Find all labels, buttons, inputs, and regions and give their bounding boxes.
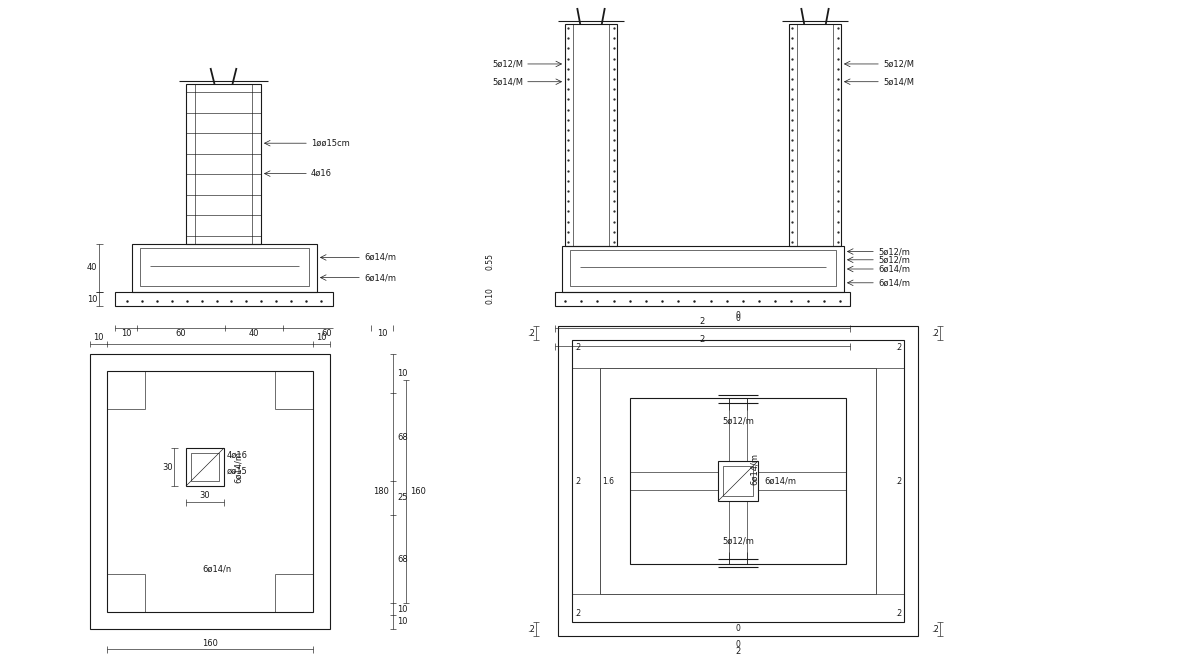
Text: .2: .2 [895, 610, 902, 619]
Text: 6ø14/m: 6ø14/m [878, 264, 910, 273]
Text: 160: 160 [410, 487, 426, 496]
Text: 10: 10 [88, 294, 97, 303]
Text: 6ø14/m: 6ø14/m [364, 273, 396, 282]
Text: 2: 2 [736, 647, 740, 654]
Text: 10: 10 [397, 369, 408, 378]
Bar [107, 371, 313, 612]
Text: 6ø14/m: 6ø14/m [750, 453, 760, 485]
Text: .2: .2 [895, 477, 902, 485]
Bar [600, 368, 876, 594]
Bar [572, 340, 904, 622]
Text: .2: .2 [931, 625, 938, 634]
Bar [790, 24, 841, 246]
Bar [140, 248, 310, 286]
Text: 60: 60 [322, 330, 332, 339]
Text: 0: 0 [736, 314, 740, 323]
Text: 0: 0 [736, 624, 740, 633]
Text: 5ø12/M: 5ø12/M [492, 60, 523, 69]
Text: 10: 10 [397, 617, 408, 627]
Text: .2: .2 [574, 343, 581, 353]
Bar [191, 453, 220, 481]
Bar [570, 250, 836, 286]
Text: 4ø16: 4ø16 [227, 451, 248, 459]
Bar [722, 466, 754, 496]
Text: 6ø14/n: 6ø14/n [203, 564, 232, 573]
Text: 5ø12/m: 5ø12/m [878, 255, 910, 264]
Text: 180: 180 [373, 487, 389, 496]
Text: 40: 40 [88, 264, 97, 273]
Text: 68: 68 [397, 432, 408, 441]
Text: 5ø14/M: 5ø14/M [492, 77, 523, 86]
Bar [132, 244, 317, 292]
Bar [718, 461, 758, 501]
Text: 10: 10 [317, 333, 326, 342]
Text: .2: .2 [527, 328, 534, 337]
Bar [562, 246, 844, 292]
Text: øø15: øø15 [227, 467, 247, 476]
Text: 1.6: 1.6 [602, 477, 614, 485]
Text: 40: 40 [248, 330, 259, 339]
Text: 10: 10 [377, 330, 388, 339]
Text: 30: 30 [162, 462, 173, 472]
Text: 0.10: 0.10 [486, 288, 494, 305]
Text: 10: 10 [121, 330, 131, 339]
Text: 10: 10 [94, 333, 103, 342]
Text: 60: 60 [175, 330, 186, 339]
Text: 6ø14/m: 6ø14/m [234, 451, 242, 483]
Text: 6ø14/m: 6ø14/m [878, 279, 910, 287]
Bar [186, 448, 224, 486]
Bar [554, 292, 850, 306]
Text: 30: 30 [199, 492, 210, 500]
Text: 68: 68 [397, 555, 408, 564]
Bar [115, 292, 334, 306]
Text: 1øø15cm: 1øø15cm [311, 139, 349, 148]
Text: 10: 10 [397, 604, 408, 613]
Text: 5ø12/m: 5ø12/m [722, 536, 754, 545]
Text: 6ø14/m: 6ø14/m [364, 253, 396, 262]
Text: 0: 0 [736, 640, 740, 649]
Text: .2: .2 [931, 328, 938, 337]
Bar [565, 24, 617, 246]
Text: .2: .2 [527, 625, 534, 634]
Text: 0.55: 0.55 [486, 252, 494, 269]
Text: 160: 160 [202, 638, 218, 647]
Text: 5ø14/M: 5ø14/M [883, 77, 914, 86]
Text: 5ø12/m: 5ø12/m [722, 417, 754, 426]
Text: 5ø12/M: 5ø12/M [883, 60, 914, 69]
Text: 4ø16: 4ø16 [311, 169, 332, 178]
Bar [90, 354, 330, 629]
Text: 5ø12/m: 5ø12/m [878, 247, 910, 256]
Text: 2: 2 [700, 317, 706, 326]
Text: 6ø14/m: 6ø14/m [764, 477, 796, 485]
Text: 25: 25 [397, 494, 408, 502]
Text: 2: 2 [700, 336, 706, 345]
Bar [186, 84, 262, 244]
Text: .2: .2 [895, 343, 902, 353]
Bar [558, 326, 918, 636]
Text: 0: 0 [736, 311, 740, 320]
Bar [630, 398, 846, 564]
Text: .2: .2 [574, 610, 581, 619]
Text: .2: .2 [574, 477, 581, 485]
